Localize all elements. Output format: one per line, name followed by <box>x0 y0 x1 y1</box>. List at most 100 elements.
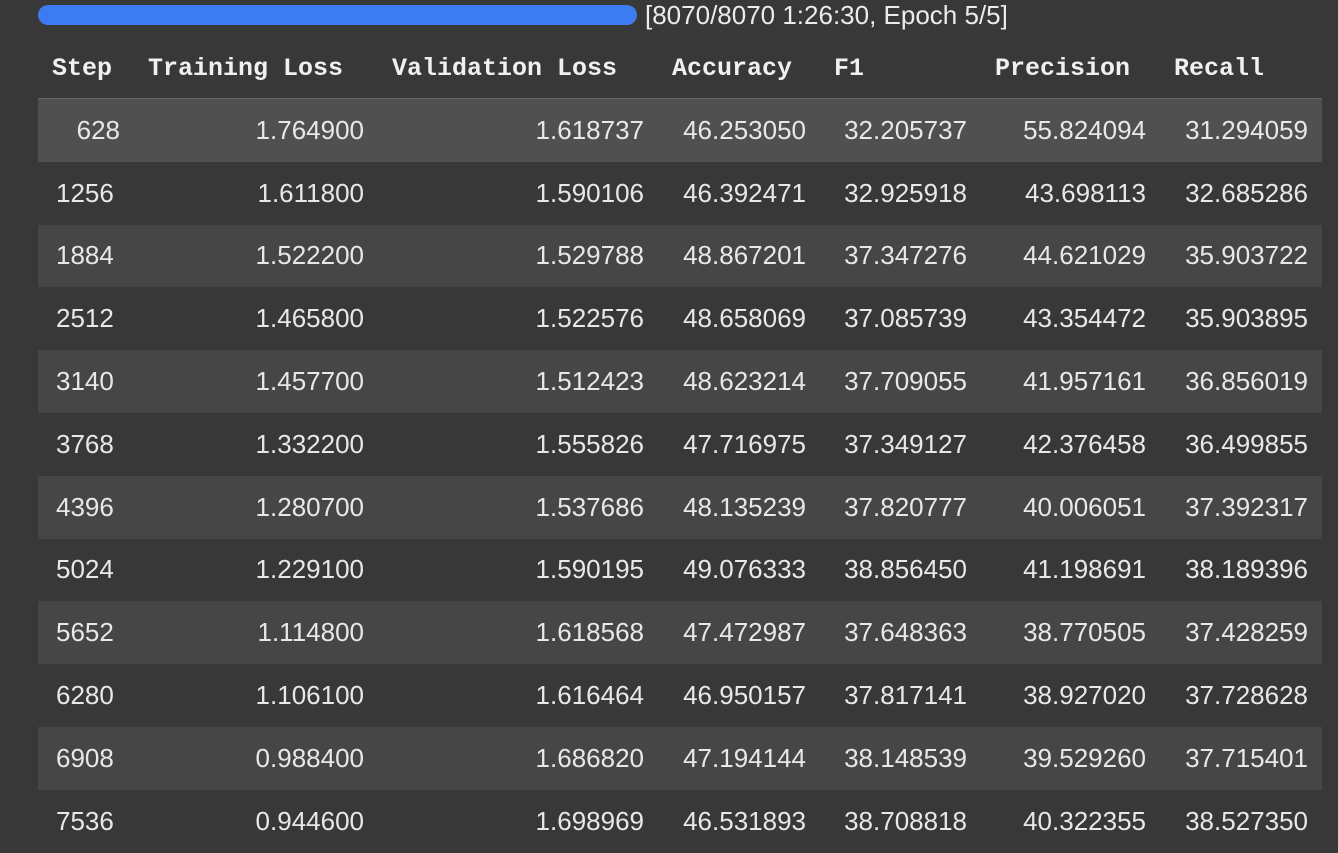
table-row: 3768 1.332200 1.555826 47.716975 37.349127 42… <box>38 412 1322 476</box>
cell-step: 5024 <box>56 554 114 585</box>
cell-recall: 37.715401 <box>1185 742 1308 773</box>
cell-precision: 38.927020 <box>1023 680 1146 711</box>
column-header-step: Step <box>38 38 134 99</box>
table-row: 2512 1.465800 1.522576 48.658069 37.085739 43… <box>38 287 1322 351</box>
cell-training-loss: 0.988400 <box>255 742 364 773</box>
cell-accuracy: 48.867201 <box>683 240 806 271</box>
table-row: 7536 0.944600 1.698969 46.531893 38.708818 40… <box>38 789 1322 853</box>
cell-step: 6908 <box>56 742 114 773</box>
cell-training-loss: 1.106100 <box>255 680 364 711</box>
cell-training-loss: 1.611800 <box>257 177 364 208</box>
cell-f1: 32.205737 <box>844 114 967 145</box>
cell-step: 2512 <box>56 303 114 334</box>
cell-recall: 36.499855 <box>1185 428 1308 459</box>
cell-validation-loss: 1.616464 <box>535 680 644 711</box>
cell-recall: 37.392317 <box>1185 491 1308 522</box>
column-header-recall: Recall <box>1160 38 1322 99</box>
cell-precision: 44.621029 <box>1023 240 1146 271</box>
cell-accuracy: 47.716975 <box>683 428 806 459</box>
cell-step: 4396 <box>56 491 114 522</box>
cell-recall: 37.428259 <box>1185 617 1308 648</box>
cell-training-loss: 1.332200 <box>255 428 364 459</box>
cell-accuracy: 46.950157 <box>683 680 806 711</box>
cell-precision: 42.376458 <box>1023 428 1146 459</box>
cell-validation-loss: 1.590195 <box>535 554 644 585</box>
cell-validation-loss: 1.522576 <box>535 303 644 334</box>
cell-precision: 39.529260 <box>1023 742 1146 773</box>
cell-precision: 43.698113 <box>1025 177 1146 208</box>
cell-accuracy: 47.472987 <box>683 617 806 648</box>
cell-validation-loss: 1.529788 <box>535 240 644 271</box>
cell-f1: 38.708818 <box>844 805 967 836</box>
training-progress: [8070/8070 1:26:30, Epoch 5/5] <box>38 0 1008 30</box>
cell-step: 3768 <box>56 428 114 459</box>
table-row: 6280 1.106100 1.616464 46.950157 37.817141 38… <box>38 664 1322 727</box>
table-row: 5024 1.229100 1.590195 49.076333 38.856450 41… <box>38 538 1322 602</box>
cell-validation-loss: 1.618737 <box>535 114 644 145</box>
cell-precision: 55.824094 <box>1023 114 1146 145</box>
cell-recall: 38.189396 <box>1185 554 1308 585</box>
cell-recall: 31.294059 <box>1185 114 1308 145</box>
table-row: 4396 1.280700 1.537686 48.135239 37.820777 40… <box>38 475 1322 539</box>
cell-training-loss: 0.944600 <box>255 805 364 836</box>
cell-f1: 37.347276 <box>844 240 967 271</box>
cell-validation-loss: 1.512423 <box>535 366 644 397</box>
cell-recall: 35.903895 <box>1185 303 1308 334</box>
cell-f1: 37.085739 <box>844 303 967 334</box>
cell-accuracy: 46.392471 <box>683 177 806 208</box>
column-header-validation-loss: Validation Loss <box>378 38 658 99</box>
training-metrics-table: Step Training Loss Validation Loss Accuracy… <box>38 38 1322 853</box>
cell-accuracy: 47.194144 <box>683 742 806 773</box>
cell-accuracy: 46.253050 <box>683 114 806 145</box>
cell-recall: 32.685286 <box>1185 177 1308 208</box>
table-header-row: Step Training Loss Validation Loss Accuracy… <box>38 38 1322 99</box>
cell-accuracy: 48.135239 <box>683 491 806 522</box>
cell-training-loss: 1.114800 <box>257 617 364 648</box>
cell-f1: 37.820777 <box>844 491 967 522</box>
table-row: 1884 1.522200 1.529788 48.867201 37.347276 44… <box>38 224 1322 288</box>
cell-validation-loss: 1.698969 <box>535 805 644 836</box>
cell-validation-loss: 1.590106 <box>535 177 644 208</box>
cell-f1: 37.349127 <box>844 428 967 459</box>
progress-bar <box>38 5 637 25</box>
cell-recall: 35.903722 <box>1185 240 1308 271</box>
cell-f1: 37.817141 <box>844 680 967 711</box>
cell-validation-loss: 1.555826 <box>535 428 644 459</box>
cell-validation-loss: 1.537686 <box>535 491 644 522</box>
cell-training-loss: 1.229100 <box>255 554 364 585</box>
cell-precision: 38.770505 <box>1023 617 1146 648</box>
cell-accuracy: 48.623214 <box>683 366 806 397</box>
column-header-f1: F1 <box>820 38 981 99</box>
cell-recall: 36.856019 <box>1185 366 1308 397</box>
progress-bar-fill <box>38 5 637 25</box>
progress-label: [8070/8070 1:26:30, Epoch 5/5] <box>645 0 1008 30</box>
cell-step: 1256 <box>56 177 114 208</box>
cell-f1: 38.148539 <box>844 742 967 773</box>
cell-training-loss: 1.457700 <box>255 366 364 397</box>
cell-step: 6280 <box>56 680 114 711</box>
table-row: 5652 1.114800 1.618568 47.472987 37.648363 38… <box>38 601 1322 665</box>
cell-accuracy: 49.076333 <box>683 554 806 585</box>
column-header-precision: Precision <box>981 38 1160 99</box>
cell-training-loss: 1.522200 <box>255 240 364 271</box>
cell-training-loss: 1.764900 <box>255 114 364 145</box>
cell-accuracy: 48.658069 <box>683 303 806 334</box>
cell-step: 3140 <box>56 366 114 397</box>
cell-precision: 40.322355 <box>1023 805 1146 836</box>
table-row: 3140 1.457700 1.512423 48.623214 37.709055 41… <box>38 350 1322 413</box>
cell-step: 5652 <box>56 617 114 648</box>
cell-precision: 40.006051 <box>1023 491 1146 522</box>
column-header-training-loss: Training Loss <box>134 38 378 99</box>
cell-f1: 37.709055 <box>844 366 967 397</box>
cell-precision: 41.957161 <box>1023 366 1146 397</box>
cell-step: 7536 <box>56 805 114 836</box>
cell-recall: 38.527350 <box>1185 805 1308 836</box>
table-row: 1256 1.611800 1.590106 46.392471 32.925918 43… <box>38 161 1322 225</box>
table-row: 628 1.764900 1.618737 46.253050 32.205737 55.… <box>38 98 1322 162</box>
table-row: 6908 0.988400 1.686820 47.194144 38.148539 39… <box>38 726 1322 790</box>
cell-validation-loss: 1.686820 <box>535 742 644 773</box>
cell-validation-loss: 1.618568 <box>535 617 644 648</box>
cell-recall: 37.728628 <box>1185 680 1308 711</box>
cell-f1: 38.856450 <box>844 554 967 585</box>
cell-step: 628 <box>76 114 120 145</box>
